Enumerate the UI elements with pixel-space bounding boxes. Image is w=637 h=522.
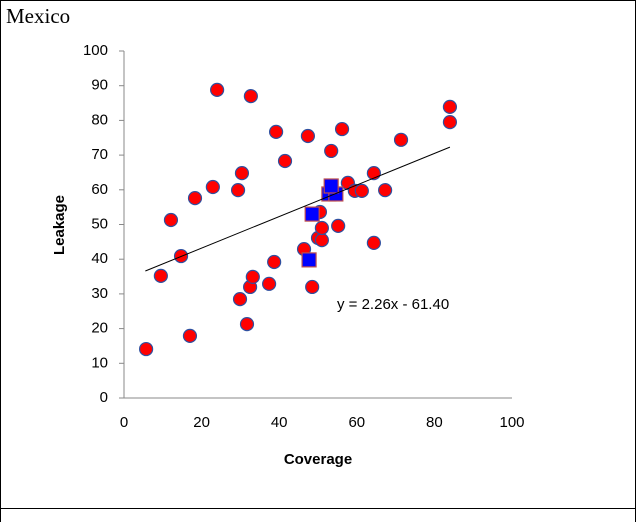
x-tick-label: 0 — [120, 414, 128, 431]
y-tick-label: 90 — [91, 77, 108, 94]
point — [277, 153, 293, 169]
point — [268, 124, 284, 139]
point — [187, 191, 203, 206]
point — [305, 279, 320, 295]
point — [243, 89, 258, 104]
chart-title: Mexico — [6, 4, 70, 28]
point — [163, 212, 179, 228]
point — [239, 316, 255, 332]
x-tick-label: 20 — [193, 414, 210, 431]
point — [210, 82, 225, 97]
x-tick-label: 60 — [348, 414, 365, 431]
point — [314, 233, 329, 248]
point — [314, 220, 329, 236]
x-tick-label: 100 — [499, 414, 524, 431]
point — [304, 206, 320, 222]
y-tick-label: 60 — [91, 181, 108, 198]
point — [378, 183, 393, 198]
y-axis-label: Leakage — [51, 195, 68, 255]
point — [267, 254, 282, 270]
point — [153, 268, 168, 283]
point — [232, 292, 248, 307]
point — [334, 121, 350, 137]
y-tick-label: 40 — [91, 250, 108, 267]
point — [323, 178, 339, 194]
point — [442, 115, 458, 130]
point — [234, 166, 250, 181]
point — [366, 235, 381, 250]
y-tick-label: 70 — [91, 146, 108, 163]
y-tick-label: 80 — [91, 111, 108, 128]
next-panel-border — [0, 508, 636, 522]
point — [442, 99, 458, 114]
point — [301, 252, 317, 268]
y-tick-label: 30 — [91, 285, 108, 302]
point — [230, 183, 246, 198]
point — [324, 143, 339, 159]
trendline — [145, 146, 451, 272]
point — [331, 218, 346, 233]
y-tick-label: 10 — [91, 354, 108, 371]
x-tick-label: 40 — [271, 414, 288, 431]
point — [245, 269, 260, 284]
point — [393, 132, 409, 147]
point — [300, 128, 316, 144]
x-axis-label: Coverage — [284, 451, 352, 468]
point — [205, 179, 220, 195]
point — [262, 276, 277, 291]
y-tick-label: 20 — [91, 320, 108, 337]
point — [182, 328, 198, 343]
point — [139, 341, 154, 357]
point — [354, 183, 369, 198]
x-tick-label: 80 — [426, 414, 443, 431]
y-tick-label: 100 — [83, 42, 108, 59]
trendline-equation: y = 2.26x - 61.40 — [337, 296, 449, 313]
y-tick-label: 0 — [100, 389, 108, 406]
y-tick-label: 50 — [91, 215, 108, 232]
